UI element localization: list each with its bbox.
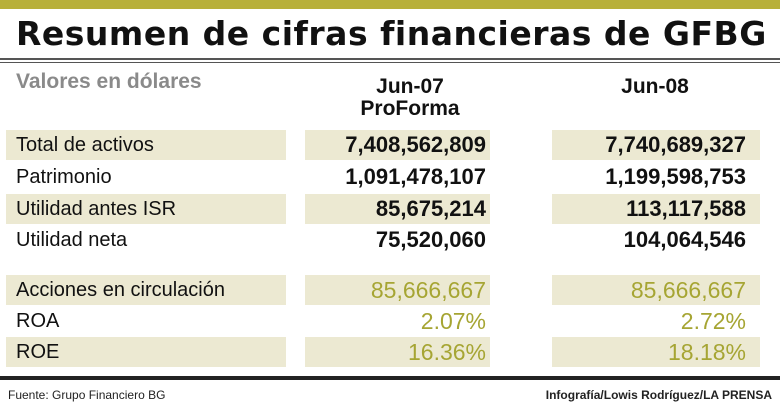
column-header-line: ProForma — [360, 97, 460, 120]
divider — [0, 58, 780, 60]
source-note: Fuente: Grupo Financiero BG — [8, 388, 166, 402]
cell-jun08: 18.18% — [552, 337, 760, 367]
table-row: Utilidad antes ISR 85,675,214 113,117,588 — [0, 194, 780, 224]
divider — [0, 62, 780, 63]
cell-jun08: 104,064,546 — [623, 227, 746, 252]
subtitle: Valores en dólares — [16, 70, 202, 93]
row-label: Utilidad antes ISR — [6, 194, 286, 224]
column-header-line: Jun-08 — [621, 75, 689, 98]
table-row: Total de activos 7,408,562,809 7,740,689,3… — [0, 130, 780, 160]
column-header-jun07: Jun-07 ProForma — [300, 76, 520, 120]
table-row: Utilidad neta 75,520,060 104,064,546 — [0, 225, 780, 255]
cell-jun07: 85,675,214 — [305, 194, 490, 224]
row-label: Utilidad neta — [16, 229, 128, 251]
cell-jun07: 2.07% — [420, 308, 486, 334]
cell-jun07: 85,666,667 — [305, 275, 490, 305]
column-header-line: Jun-07 — [376, 75, 444, 98]
table-row: Acciones en circulación 85,666,667 85,666,… — [0, 275, 780, 305]
row-label: Acciones en circulación — [6, 275, 286, 305]
cell-jun07: 75,520,060 — [375, 227, 486, 252]
top-accent-bar — [0, 0, 780, 9]
table-row: ROA 2.07% 2.72% — [0, 306, 780, 336]
cell-jun08: 85,666,667 — [552, 275, 760, 305]
row-label: ROA — [16, 310, 60, 332]
table-row: Patrimonio 1,091,478,107 1,199,598,753 — [0, 162, 780, 192]
row-label: Patrimonio — [16, 166, 112, 188]
cell-jun08: 113,117,588 — [552, 194, 760, 224]
title: Resumen de cifras financieras de GFBG — [16, 14, 767, 53]
cell-jun07: 7,408,562,809 — [305, 130, 490, 160]
row-label: ROE — [6, 337, 286, 367]
column-header-jun08: Jun-08 — [545, 76, 765, 98]
credit-note: Infografía/Lowis Rodríguez/LA PRENSA — [545, 388, 772, 402]
row-label: Total de activos — [6, 130, 286, 160]
cell-jun07: 1,091,478,107 — [345, 164, 486, 189]
cell-jun07: 16.36% — [305, 337, 490, 367]
cell-jun08: 1,199,598,753 — [605, 164, 746, 189]
cell-jun08: 2.72% — [680, 308, 746, 334]
table-row: ROE 16.36% 18.18% — [0, 337, 780, 367]
bottom-divider — [0, 376, 780, 380]
cell-jun08: 7,740,689,327 — [552, 130, 760, 160]
